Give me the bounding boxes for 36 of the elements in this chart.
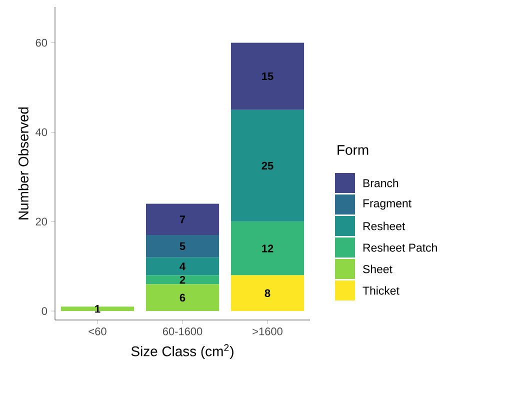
x-axis-title: Size Class (cm$^{2}$) xyxy=(131,344,234,360)
bar xyxy=(146,275,220,284)
data-label: 15 xyxy=(262,72,274,80)
data-label: 6 xyxy=(180,294,186,302)
x-tick-label: 60-1600 xyxy=(162,328,202,336)
data-label: 25 xyxy=(262,162,274,170)
legend-label: Resheet Patch xyxy=(363,243,437,252)
bar xyxy=(60,306,134,312)
data-label: 5 xyxy=(180,242,186,250)
y-tick-label: 60 xyxy=(36,38,48,47)
data-label: 2 xyxy=(180,276,186,284)
data-label: 12 xyxy=(262,244,274,252)
data-label: 7 xyxy=(180,216,186,224)
y-tick-label: 20 xyxy=(36,218,48,226)
y-tick-label: 0 xyxy=(42,307,48,315)
y-axis-title: Number Observed xyxy=(18,107,28,220)
bar xyxy=(146,284,220,312)
x-tick-label: >1600 xyxy=(252,328,282,336)
x-tick-label: <60 xyxy=(88,328,106,336)
bar xyxy=(146,204,220,236)
bar xyxy=(146,235,220,258)
legend-label: Branch xyxy=(363,178,398,188)
data-label: 8 xyxy=(264,289,270,298)
bar xyxy=(146,257,220,276)
legend-label: Thicket xyxy=(362,286,400,295)
legend-title: Form xyxy=(338,145,368,155)
bar xyxy=(230,110,304,222)
bar xyxy=(230,42,304,110)
bar xyxy=(230,275,304,312)
bar xyxy=(230,222,304,276)
legend-label: Resheet xyxy=(363,222,406,230)
legend-label: Fragment xyxy=(363,199,412,210)
data-label: 1 xyxy=(95,305,100,313)
data-label: 4 xyxy=(180,262,186,270)
y-tick-label: 40 xyxy=(36,128,48,136)
legend-label: Sheet xyxy=(363,264,392,274)
